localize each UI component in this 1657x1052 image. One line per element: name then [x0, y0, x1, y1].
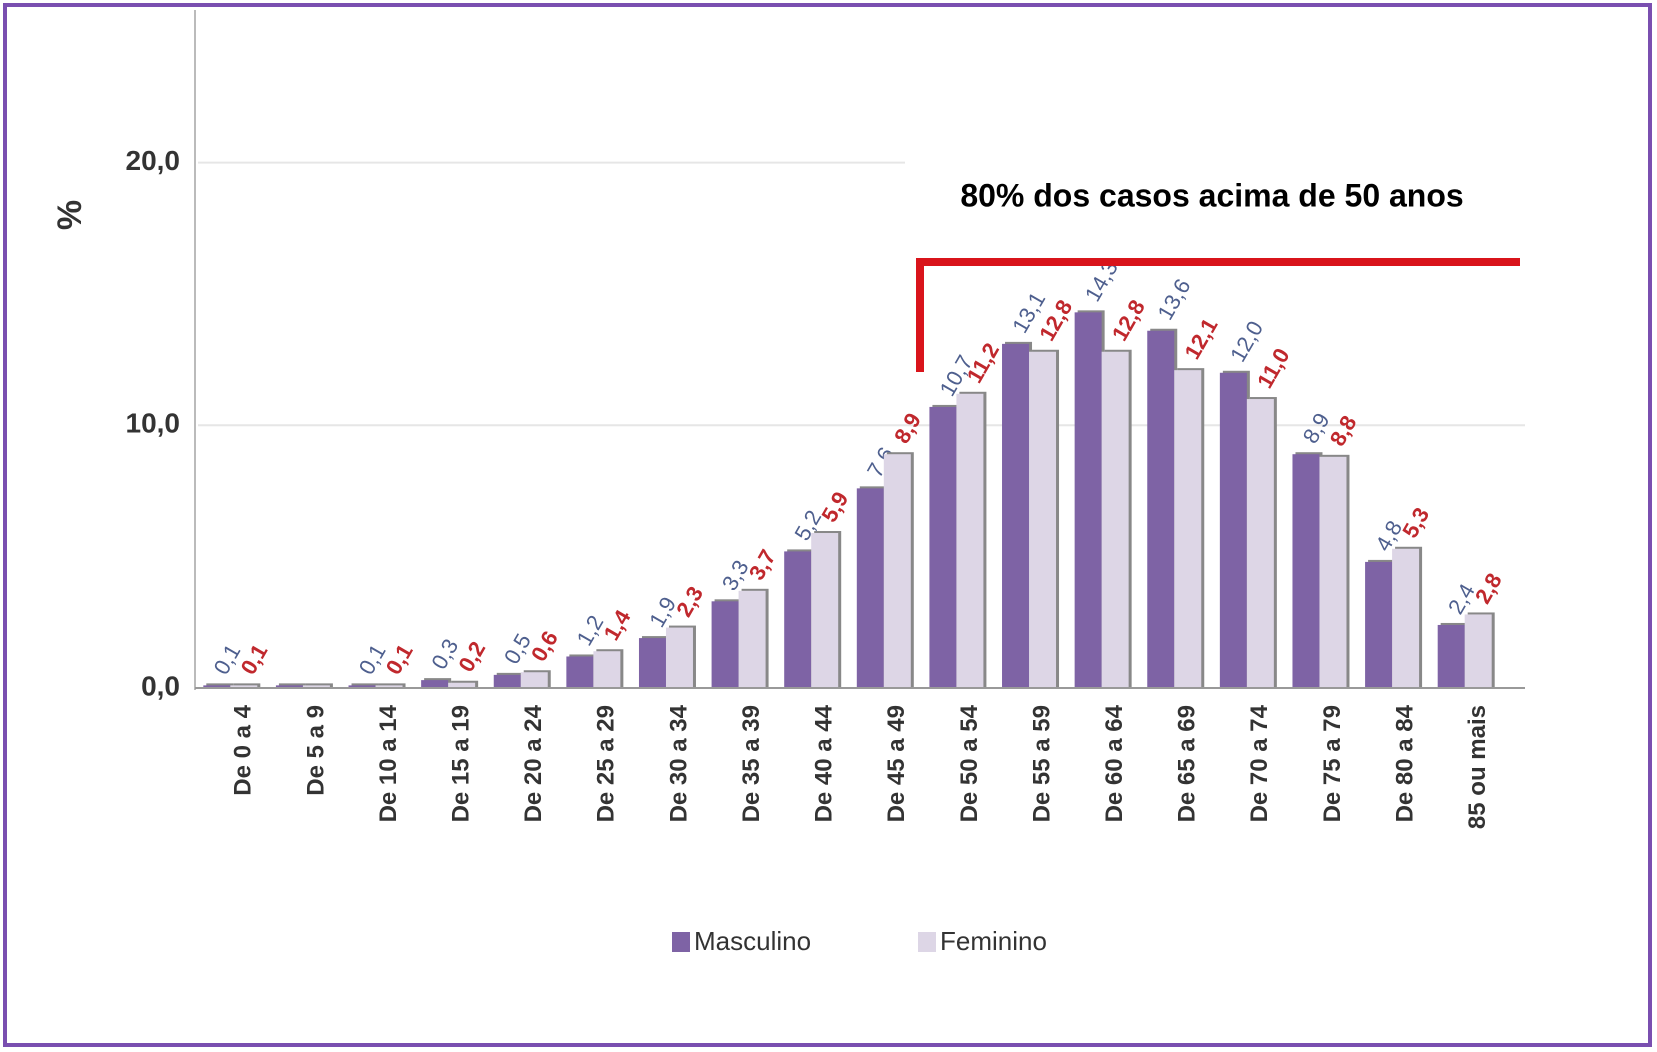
bar: [1174, 370, 1202, 688]
x-tick-label: 85 ou mais: [1464, 705, 1491, 829]
bar: [448, 682, 476, 688]
bar: [883, 454, 911, 688]
bar: [665, 627, 693, 688]
x-tick-label: De 60 a 64: [1101, 704, 1128, 822]
bar: [1464, 614, 1492, 688]
x-tick-label: De 20 a 24: [520, 704, 547, 822]
bar: [1319, 456, 1347, 688]
x-tick-label: De 15 a 19: [447, 705, 474, 822]
bar: [1392, 548, 1420, 688]
x-tick-label: De 75 a 79: [1319, 705, 1346, 822]
legend-label: Masculino: [694, 926, 811, 956]
bar: [493, 674, 521, 688]
x-tick-label: De 40 a 44: [811, 704, 838, 822]
bar: [638, 638, 666, 688]
bracket: [916, 258, 1520, 372]
bar: [811, 533, 839, 688]
bar: [1029, 351, 1057, 688]
bar: [1437, 624, 1465, 688]
legend-swatch: [672, 932, 690, 952]
bar: [275, 685, 303, 688]
bar: [1246, 399, 1274, 688]
bar: [738, 590, 766, 688]
y-tick-label: 10,0: [126, 408, 181, 439]
bar: [1292, 454, 1320, 688]
legend-swatch: [918, 932, 936, 952]
bar: [956, 393, 984, 688]
bar: [711, 601, 739, 688]
annotation-box: [905, 150, 1525, 230]
x-tick-label: De 50 a 54: [956, 704, 983, 822]
bar: [421, 680, 449, 688]
legend-label: Feminino: [940, 926, 1047, 956]
x-tick-label: De 55 a 59: [1028, 705, 1055, 822]
x-tick-label: De 65 a 69: [1174, 705, 1201, 822]
y-tick-label: 0,0: [141, 670, 180, 701]
bar: [375, 685, 403, 688]
bar: [593, 651, 621, 688]
bar: [1219, 372, 1247, 688]
y-axis-label: %: [51, 200, 89, 230]
bar: [230, 685, 258, 688]
bar: [1074, 312, 1102, 688]
x-tick-label: De 70 a 74: [1246, 704, 1273, 822]
bar: [784, 551, 812, 688]
x-tick-label: De 10 a 14: [375, 704, 402, 822]
bar: [1147, 330, 1175, 688]
bar: [1101, 351, 1129, 688]
bar: [203, 685, 231, 688]
x-tick-label: De 0 a 4: [230, 704, 257, 795]
bar: [1365, 561, 1393, 688]
bar: [1002, 343, 1030, 688]
x-tick-label: De 80 a 84: [1391, 704, 1418, 822]
x-tick-label: De 45 a 49: [883, 705, 910, 822]
bar: [302, 685, 330, 688]
bar: [566, 656, 594, 688]
x-tick-label: De 30 a 34: [665, 704, 692, 822]
x-tick-label: De 5 a 9: [302, 705, 329, 796]
bar: [348, 685, 376, 688]
annotation: 80% dos casos acima de 50 anos: [960, 177, 1463, 213]
x-tick-label: De 35 a 39: [738, 705, 765, 822]
x-tick-label: De 25 a 29: [593, 705, 620, 822]
y-tick-label: 20,0: [126, 145, 181, 176]
bar: [929, 406, 957, 688]
bar: [520, 672, 548, 688]
bar: [856, 488, 884, 688]
